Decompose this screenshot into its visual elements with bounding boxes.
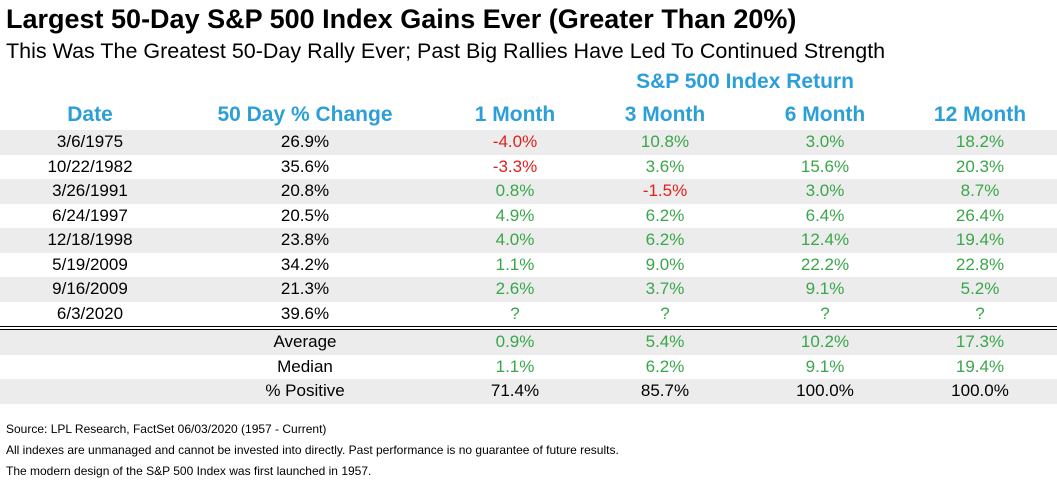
summary-row: Median 1.1% 6.2% 9.1% 19.4% <box>0 355 1057 380</box>
summary-row: % Positive 71.4% 85.7% 100.0% 100.0% <box>0 379 1057 404</box>
table-cell: -3.3% <box>492 156 538 176</box>
footnote-disclaimer: All indexes are unmanaged and cannot be … <box>6 443 619 457</box>
chart-title: Largest 50-Day S&P 500 Index Gains Ever … <box>6 4 797 34</box>
chart-subtitle: This Was The Greatest 50-Day Rally Ever;… <box>6 39 886 63</box>
table-cell: ? <box>660 303 670 323</box>
table-row: 3/6/1975 26.9% -4.0% 10.8% 3.0% 18.2% <box>0 130 1057 155</box>
table-cell: 8.7% <box>960 181 1000 201</box>
table-cell: 18.2% <box>955 132 1005 152</box>
table-row: 6/3/2020 39.6%???? <box>0 302 1057 327</box>
table-cell: 5/19/2009 <box>52 254 128 274</box>
table-cell: 5.4% <box>645 332 685 352</box>
table-cell: 4.9% <box>495 205 535 225</box>
footnote-history: The modern design of the S&P 500 Index w… <box>6 464 372 478</box>
table-cell: 9/16/2009 <box>52 279 128 299</box>
table-cell: 6.4% <box>805 205 845 225</box>
table-cell: 39.6% <box>280 303 330 323</box>
summary-divider <box>0 326 1057 330</box>
table-row: 12/18/1998 23.8% 4.0% 6.2% 12.4% 19.4% <box>0 228 1057 253</box>
table-cell: 6.2% <box>645 230 685 250</box>
table-cell: % Positive <box>265 381 345 401</box>
table-row: 3/26/1991 20.8% 0.8% -1.5% 3.0% 8.7% <box>0 179 1057 204</box>
table-cell: 1.1% <box>495 356 535 376</box>
table-row: 5/19/2009 34.2% 1.1% 9.0% 22.2% 22.8% <box>0 253 1057 278</box>
table-cell: 10/22/1982 <box>47 156 133 176</box>
table-cell: 22.8% <box>955 254 1005 274</box>
table-cell: 0.8% <box>495 181 535 201</box>
footnotes: Source: LPL Research, FactSet 06/03/2020… <box>6 419 619 482</box>
table-cell: 3/26/1991 <box>52 181 128 201</box>
table-cell: 5.2% <box>960 279 1000 299</box>
data-rows: 3/6/1975 26.9% -4.0% 10.8% 3.0% 18.2% 10/22/19… <box>0 130 1057 326</box>
table-cell: 20.8% <box>280 181 330 201</box>
group-header: S&P 500 Index Return <box>636 70 854 93</box>
table-cell: Median <box>277 356 333 376</box>
table-cell: 20.5% <box>280 205 330 225</box>
table-cell: 1.1% <box>495 254 535 274</box>
table-cell: ? <box>820 303 830 323</box>
table-cell: 23.8% <box>280 230 330 250</box>
table-cell: 22.2% <box>800 254 850 274</box>
table-cell: ? <box>975 303 985 323</box>
table-cell: -4.0% <box>492 132 538 152</box>
table-cell: 35.6% <box>280 156 330 176</box>
column-header: 6 Month <box>784 103 866 126</box>
table-cell: 3.6% <box>645 156 685 176</box>
table-cell: 21.3% <box>280 279 330 299</box>
table-cell: 4.0% <box>495 230 535 250</box>
summary-rows: Average 0.9% 5.4% 10.2% 17.3% Median 1.1% 6.2% 9… <box>0 330 1057 404</box>
table-cell: 15.6% <box>800 156 850 176</box>
table-cell: 0.9% <box>495 332 535 352</box>
table-cell: 9.1% <box>805 356 845 376</box>
returns-table: Date 50 Day % Change 1 Month 3 Month 6 M… <box>0 100 1057 404</box>
table-cell: 9.1% <box>805 279 845 299</box>
table-cell: 10.8% <box>640 132 690 152</box>
table-cell <box>0 330 180 355</box>
table-cell: 12.4% <box>800 230 850 250</box>
table-cell: 3.7% <box>645 279 685 299</box>
table-cell: 19.4% <box>955 230 1005 250</box>
table-cell: 6.2% <box>645 356 685 376</box>
column-header: 50 Day % Change <box>217 103 393 126</box>
table-cell: 100.0% <box>796 381 854 401</box>
table-cell: 20.3% <box>955 156 1005 176</box>
table-cell <box>0 355 180 380</box>
table-cell: 3.0% <box>805 132 845 152</box>
table-cell: 6.2% <box>645 205 685 225</box>
table-cell: 26.4% <box>955 205 1005 225</box>
summary-row: Average 0.9% 5.4% 10.2% 17.3% <box>0 330 1057 355</box>
table-cell: 3/6/1975 <box>56 132 124 152</box>
table-row: 9/16/2009 21.3% 2.6% 3.7% 9.1% 5.2% <box>0 277 1057 302</box>
table-cell: 34.2% <box>280 254 330 274</box>
table-row: 6/24/1997 20.5% 4.9% 6.2% 6.4% 26.4% <box>0 204 1057 229</box>
table-cell: 10.2% <box>800 332 850 352</box>
table-cell: 3.0% <box>805 181 845 201</box>
table-cell: 17.3% <box>955 332 1005 352</box>
table-cell: Average <box>273 332 337 352</box>
table-row: 10/22/1982 35.6% -3.3% 3.6% 15.6% 20.3% <box>0 155 1057 180</box>
table-cell: 100.0% <box>951 381 1009 401</box>
table-cell: 19.4% <box>955 356 1005 376</box>
table-cell: 6/24/1997 <box>52 205 128 225</box>
table-cell: 26.9% <box>280 132 330 152</box>
table-header-row: Date 50 Day % Change 1 Month 3 Month 6 M… <box>0 100 1057 130</box>
table-cell <box>0 379 180 404</box>
table-cell: 12/18/1998 <box>47 230 133 250</box>
column-header: 12 Month <box>933 103 1027 126</box>
table-cell: 85.7% <box>640 381 690 401</box>
table-cell: 71.4% <box>490 381 540 401</box>
column-header: 1 Month <box>474 103 556 126</box>
table-cell: 2.6% <box>495 279 535 299</box>
column-header: Date <box>67 103 113 126</box>
table-cell: 9.0% <box>645 254 685 274</box>
table-cell: ? <box>510 303 520 323</box>
table-cell: 6/3/2020 <box>56 303 124 323</box>
column-header: 3 Month <box>624 103 706 126</box>
table-cell: -1.5% <box>642 181 688 201</box>
footnote-source: Source: LPL Research, FactSet 06/03/2020… <box>6 422 327 436</box>
